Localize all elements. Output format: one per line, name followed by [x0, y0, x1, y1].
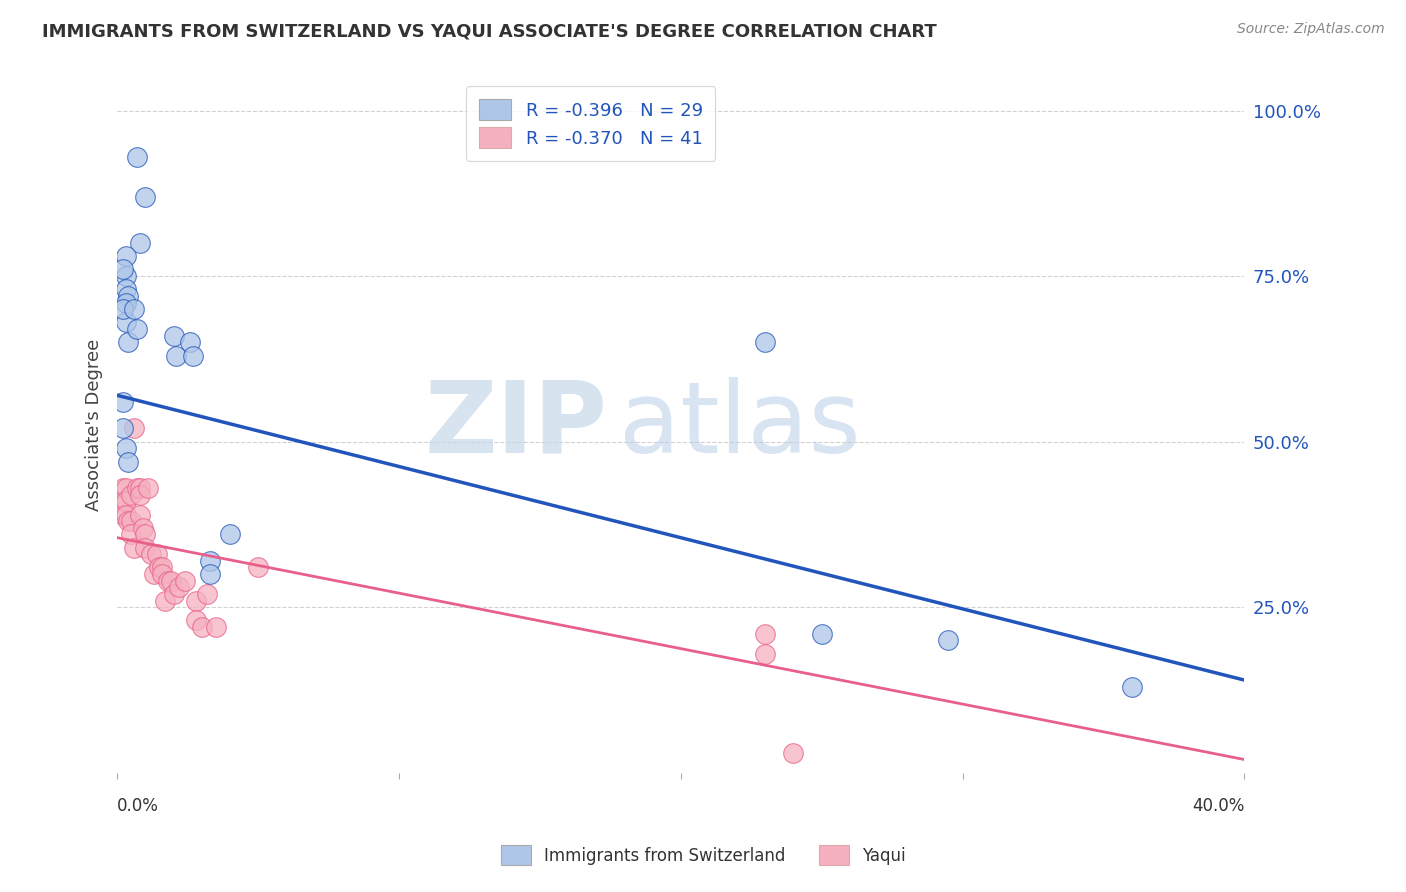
Point — [198, 567, 221, 582]
Point — [198, 554, 221, 568]
Point — [128, 235, 150, 250]
Point — [114, 316, 136, 330]
Point — [111, 508, 134, 522]
Point — [117, 289, 139, 303]
Point — [114, 442, 136, 456]
Point — [114, 508, 136, 522]
Point — [120, 488, 142, 502]
Point — [754, 626, 776, 640]
Point — [114, 249, 136, 263]
Point — [122, 541, 145, 555]
Point — [167, 580, 190, 594]
Point — [122, 421, 145, 435]
Text: Source: ZipAtlas.com: Source: ZipAtlas.com — [1237, 22, 1385, 37]
Point — [114, 494, 136, 508]
Text: ZIP: ZIP — [425, 376, 607, 474]
Point — [125, 481, 148, 495]
Text: atlas: atlas — [619, 376, 860, 474]
Point — [122, 302, 145, 317]
Point — [810, 626, 832, 640]
Point — [173, 574, 195, 588]
Point — [219, 527, 242, 541]
Legend: Immigrants from Switzerland, Yaqui: Immigrants from Switzerland, Yaqui — [491, 836, 915, 875]
Point — [139, 547, 162, 561]
Point — [111, 421, 134, 435]
Point — [134, 541, 156, 555]
Point — [117, 335, 139, 350]
Point — [114, 282, 136, 296]
Point — [125, 322, 148, 336]
Point — [111, 302, 134, 317]
Point — [181, 349, 204, 363]
Point — [117, 454, 139, 468]
Point — [754, 647, 776, 661]
Point — [754, 335, 776, 350]
Point — [247, 560, 270, 574]
Point — [142, 567, 165, 582]
Point — [145, 547, 167, 561]
Point — [120, 527, 142, 541]
Point — [136, 481, 159, 495]
Point — [195, 587, 218, 601]
Text: 40.0%: 40.0% — [1192, 797, 1244, 815]
Point — [179, 335, 201, 350]
Point — [128, 508, 150, 522]
Point — [134, 527, 156, 541]
Point — [120, 514, 142, 528]
Point — [117, 514, 139, 528]
Point — [165, 349, 187, 363]
Point — [204, 620, 226, 634]
Point — [148, 560, 170, 574]
Point — [111, 481, 134, 495]
Point — [153, 593, 176, 607]
Point — [159, 574, 181, 588]
Point — [134, 189, 156, 203]
Point — [125, 150, 148, 164]
Text: 0.0%: 0.0% — [117, 797, 159, 815]
Point — [128, 481, 150, 495]
Point — [938, 633, 960, 648]
Point — [150, 560, 173, 574]
Text: IMMIGRANTS FROM SWITZERLAND VS YAQUI ASSOCIATE'S DEGREE CORRELATION CHART: IMMIGRANTS FROM SWITZERLAND VS YAQUI ASS… — [42, 22, 936, 40]
Point — [111, 494, 134, 508]
Point — [114, 481, 136, 495]
Point — [1121, 680, 1143, 694]
Point — [162, 587, 184, 601]
Point — [782, 746, 804, 760]
Point — [114, 295, 136, 310]
Point — [111, 262, 134, 277]
Legend: R = -0.396   N = 29, R = -0.370   N = 41: R = -0.396 N = 29, R = -0.370 N = 41 — [465, 87, 716, 161]
Point — [184, 593, 207, 607]
Point — [111, 395, 134, 409]
Point — [156, 574, 179, 588]
Point — [114, 269, 136, 284]
Point — [128, 488, 150, 502]
Point — [131, 521, 153, 535]
Point — [184, 614, 207, 628]
Point — [150, 567, 173, 582]
Y-axis label: Associate's Degree: Associate's Degree — [86, 339, 103, 511]
Point — [190, 620, 212, 634]
Point — [162, 328, 184, 343]
